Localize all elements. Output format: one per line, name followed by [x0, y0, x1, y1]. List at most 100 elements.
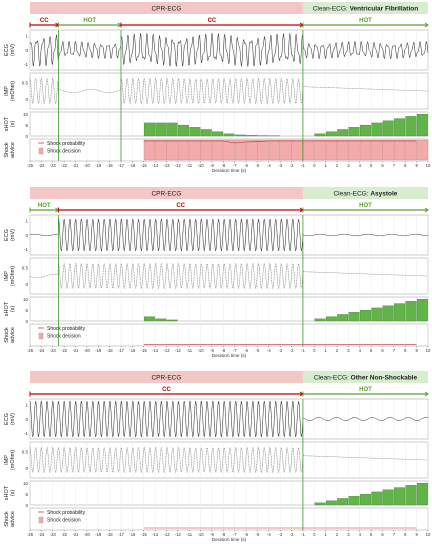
shot-bar [405, 116, 417, 137]
x-tick-label: 8 [404, 348, 407, 353]
y-tick-label: 0.5 [22, 266, 29, 271]
shock-decision-bar [268, 139, 281, 161]
segment-label-hot: HOT [83, 18, 96, 24]
imp-panel [29, 72, 429, 110]
ylabel-line: (s) [10, 306, 16, 313]
panel-ylabel: ECG(mV) [4, 229, 16, 241]
x-tick-label: 1 [324, 532, 327, 537]
segment-label-hot: HOT [38, 203, 51, 209]
y-tick-label: 0 [25, 134, 28, 139]
segment-label-hot: HOT [359, 387, 372, 393]
x-tick-label: -22 [61, 532, 68, 537]
ecg-signal-line [29, 400, 429, 438]
legend-decision-swatch [38, 516, 44, 524]
x-tick-label: -3 [278, 532, 282, 537]
x-tick-label: -1 [301, 163, 305, 168]
ecg-signal-line [29, 218, 428, 252]
ylabel-line: (mV) [10, 229, 16, 241]
x-tick-label: -5 [256, 163, 260, 168]
ylabel-line: (mOhm) [10, 266, 16, 286]
x-tick-label: 3 [347, 163, 350, 168]
x-tick-label: -2 [290, 163, 294, 168]
y-tick-label: 1 [25, 34, 28, 39]
x-tick-label: -11 [186, 163, 192, 168]
x-tick-label: -6 [244, 532, 248, 537]
imp-panel [29, 441, 429, 479]
shock-decision-bar [143, 139, 155, 161]
clean-ecg-title: Clean-ECG: Other Non-Shockable [314, 375, 418, 382]
panel-ylabel: Shockadvice [4, 142, 16, 158]
shot-bar [337, 498, 349, 506]
y-tick-label: 10 [23, 481, 29, 486]
x-tick-label: -21 [72, 348, 79, 353]
x-axis-label: Decision time (s) [212, 168, 247, 173]
ecg-panel [29, 29, 429, 71]
x-tick-label: 0 [313, 163, 316, 168]
x-tick-label: -25 [27, 348, 34, 353]
arrow-head [424, 22, 429, 28]
shock-decision-bar [155, 139, 167, 161]
clean-ecg-title: Clean-ECG: Asystole [333, 191, 397, 198]
x-tick-label: -9 [210, 532, 214, 537]
shot-bar [348, 312, 360, 322]
panel-ylabel: sHOT(s) [4, 301, 16, 316]
shock-decision-bar [394, 139, 406, 161]
legend-decision-swatch [38, 332, 44, 340]
x-tick-label: -5 [256, 348, 260, 353]
ylabel-line: ECG [4, 44, 10, 56]
x-tick-label: -7 [233, 532, 237, 537]
legend-shock-probability: Shock probability [47, 141, 86, 147]
x-tick-label: -13 [163, 348, 170, 353]
shock-decision-bar [303, 139, 315, 161]
x-tick-label: -23 [50, 348, 57, 353]
x-tick-label: 9 [415, 532, 418, 537]
x-tick-label: -18 [107, 532, 114, 537]
ylabel-line: (mOhm) [10, 81, 16, 101]
shock-decision-bar [348, 139, 360, 161]
segment-label-cc: CC [176, 203, 185, 209]
shock-decision-bar [177, 139, 190, 161]
x-tick-label: -24 [38, 532, 45, 537]
y-tick-label: 0 [25, 319, 28, 324]
x-axis-label: Decision time (s) [212, 353, 247, 358]
x-tick-label: -1 [301, 532, 305, 537]
shock-decision-bar [314, 139, 326, 161]
shot-bar [382, 489, 394, 506]
x-tick-label: -23 [50, 532, 57, 537]
x-tick-label: 8 [404, 163, 407, 168]
cpr-ecg-band [30, 2, 303, 14]
shot-bar [314, 318, 326, 322]
y-tick-label: 5 [25, 492, 28, 497]
shot-bar [143, 316, 155, 322]
x-tick-label: -13 [163, 532, 170, 537]
legend-decision-swatch [38, 147, 44, 155]
x-tick-label: -10 [198, 348, 205, 353]
x-tick-label: 8 [404, 532, 407, 537]
y-tick-label: 0 [25, 466, 28, 471]
ylabel-line: IMP [4, 271, 10, 281]
x-tick-label: -2 [290, 532, 294, 537]
x-tick-label: -4 [267, 348, 271, 353]
x-tick-label: -2 [290, 348, 294, 353]
shock-decision-bar [223, 139, 235, 161]
shot-bar [416, 483, 428, 506]
shot-bar [314, 133, 326, 137]
x-tick-label: 3 [347, 348, 350, 353]
x-tick-label: -22 [61, 348, 68, 353]
x-tick-label: 5 [370, 163, 373, 168]
shock-decision-bar [371, 139, 383, 161]
ecg-signal-line [29, 33, 429, 68]
x-tick-label: 4 [359, 348, 362, 353]
x-tick-label: -6 [244, 163, 248, 168]
x-tick-label: -8 [221, 348, 225, 353]
cpr-ecg-title: CPR-ECG [151, 375, 181, 382]
arrow-head [424, 207, 429, 213]
x-tick-label: 6 [381, 163, 384, 168]
shot-bar [371, 122, 383, 137]
x-tick-label: 10 [426, 532, 431, 537]
shock-decision-bar [382, 139, 394, 161]
x-tick-label: -25 [27, 163, 34, 168]
panel-ylabel: IMP(mOhm) [4, 81, 16, 101]
x-tick-label: -13 [163, 163, 170, 168]
x-tick-label: -14 [152, 163, 159, 168]
